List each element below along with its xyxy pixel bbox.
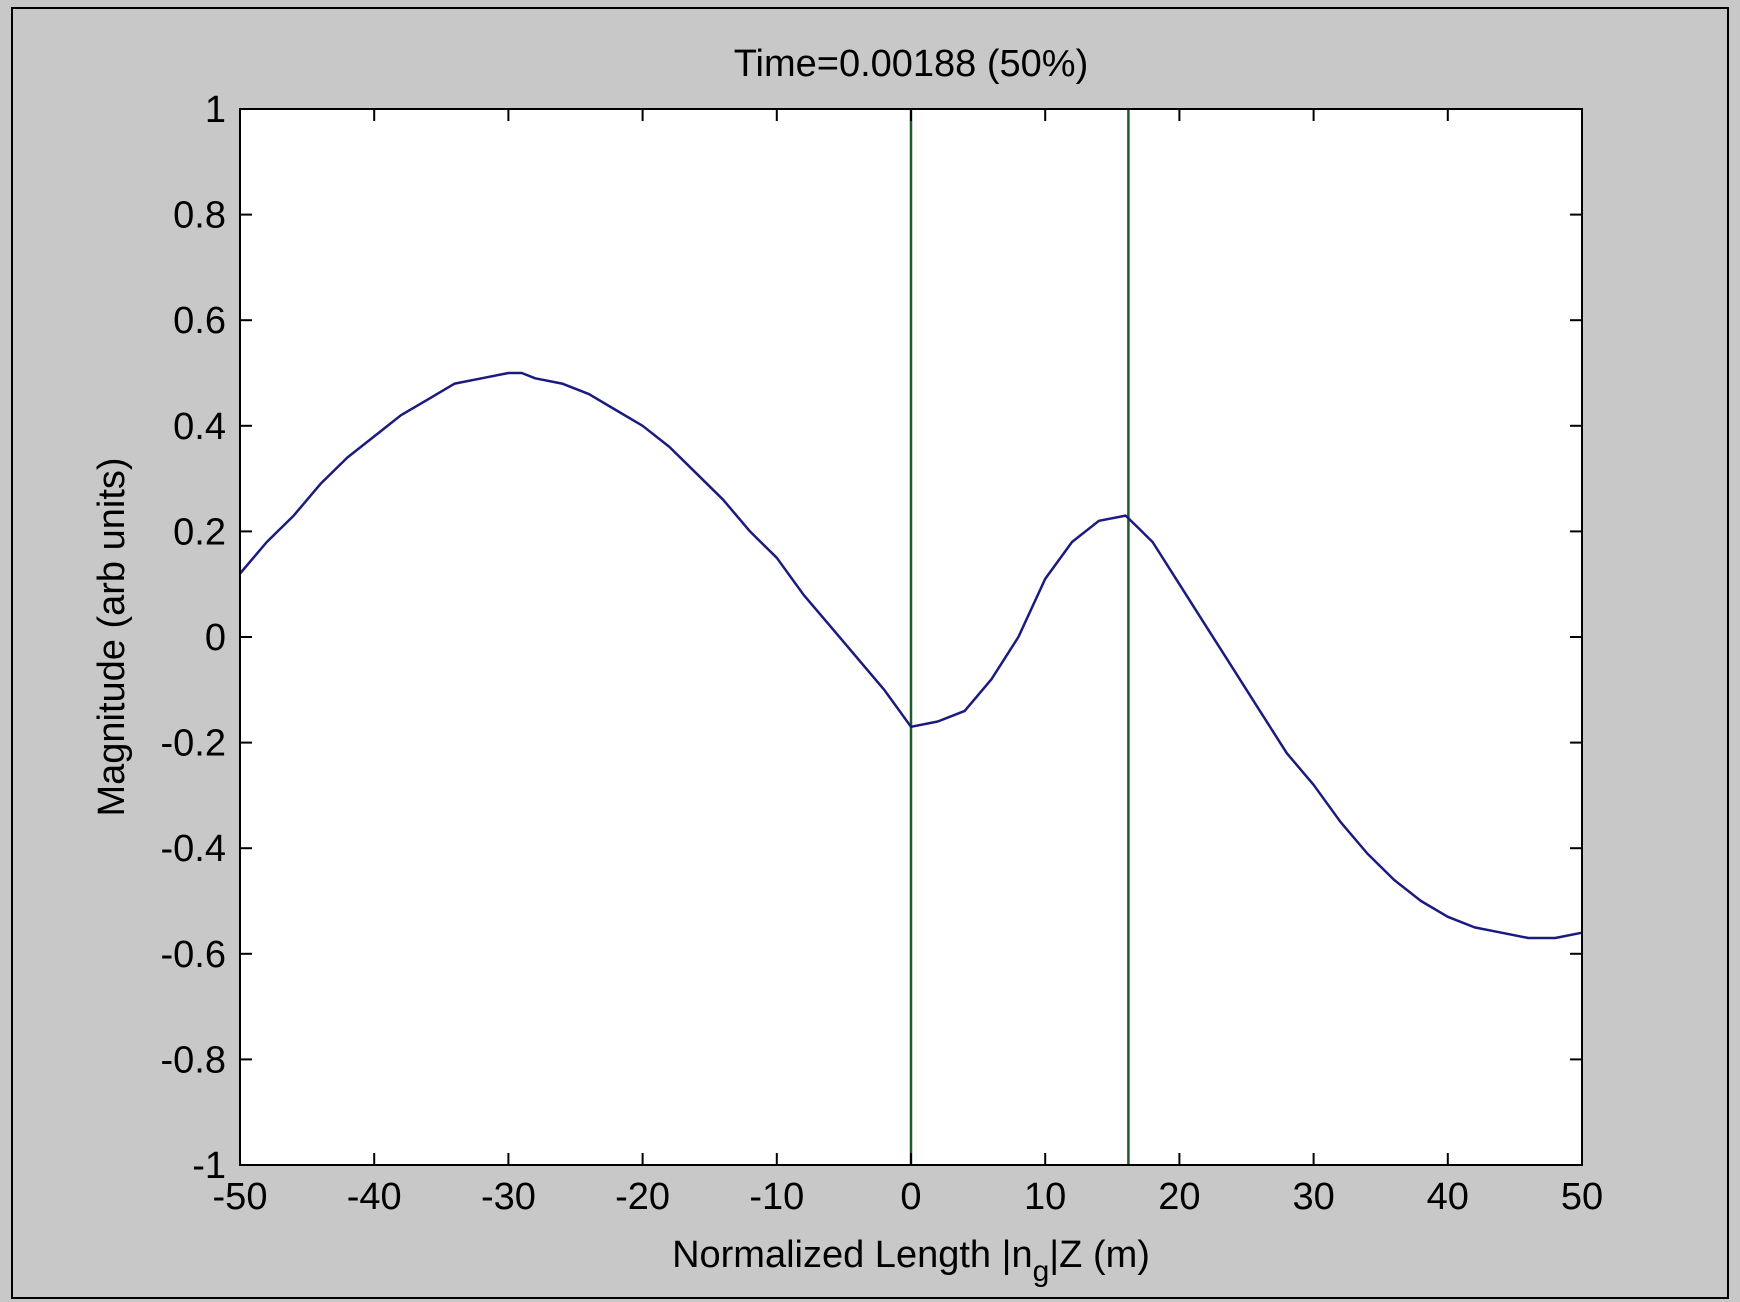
- y-tick-labels: 1 0.8 0.6 0.4 0.2 0 -0.2 -0.4 -0.6 -0.8 -1: [161, 89, 226, 1187]
- x-tick-label: -30: [481, 1176, 536, 1218]
- y-tick-label: 0.6: [173, 300, 226, 342]
- y-tick-label: 1: [205, 89, 226, 131]
- x-tick-label: -10: [749, 1176, 804, 1218]
- y-tick-label: -0.4: [161, 828, 226, 870]
- x-tick-label: -40: [347, 1176, 402, 1218]
- x-axis-label-tail: |Z (m): [1049, 1234, 1150, 1276]
- x-axis-label-subscript: g: [1033, 1255, 1050, 1288]
- x-tick-label: -50: [213, 1176, 268, 1218]
- y-tick-label: -0.2: [161, 723, 226, 765]
- x-tick-label: 20: [1158, 1176, 1200, 1218]
- chart-title: Time=0.00188 (50%): [734, 43, 1089, 85]
- series-line: [239, 371, 1583, 940]
- x-tick-label: 10: [1024, 1176, 1066, 1218]
- x-tick-label: 0: [900, 1176, 921, 1218]
- x-tick-label: 50: [1561, 1176, 1603, 1218]
- x-tick-labels: -50 -40 -30 -20 -10 0 10 20 30 40 50: [213, 1176, 1604, 1218]
- x-tick-label: 30: [1292, 1176, 1334, 1218]
- figure-border: [11, 7, 1729, 1299]
- axes-box: [239, 108, 1583, 1166]
- y-axis-label: Magnitude (arb units): [91, 457, 133, 816]
- y-tick-label: -1: [192, 1145, 226, 1187]
- y-tick-label: 0.2: [173, 511, 226, 553]
- y-tick-label: 0.4: [173, 406, 226, 448]
- x-axis-label: Normalized Length |ng|Z (m): [672, 1234, 1150, 1288]
- y-tick-label: 0.8: [173, 195, 226, 237]
- x-tick-label: -20: [615, 1176, 670, 1218]
- y-tick-label: -0.6: [161, 934, 226, 976]
- x-axis-label-main: Normalized Length |n: [672, 1234, 1033, 1276]
- y-tick-label: 0: [205, 617, 226, 659]
- y-tick-label: -0.8: [161, 1039, 226, 1081]
- vertical-marker-lines: [909, 109, 1130, 1165]
- x-tick-label: 40: [1427, 1176, 1469, 1218]
